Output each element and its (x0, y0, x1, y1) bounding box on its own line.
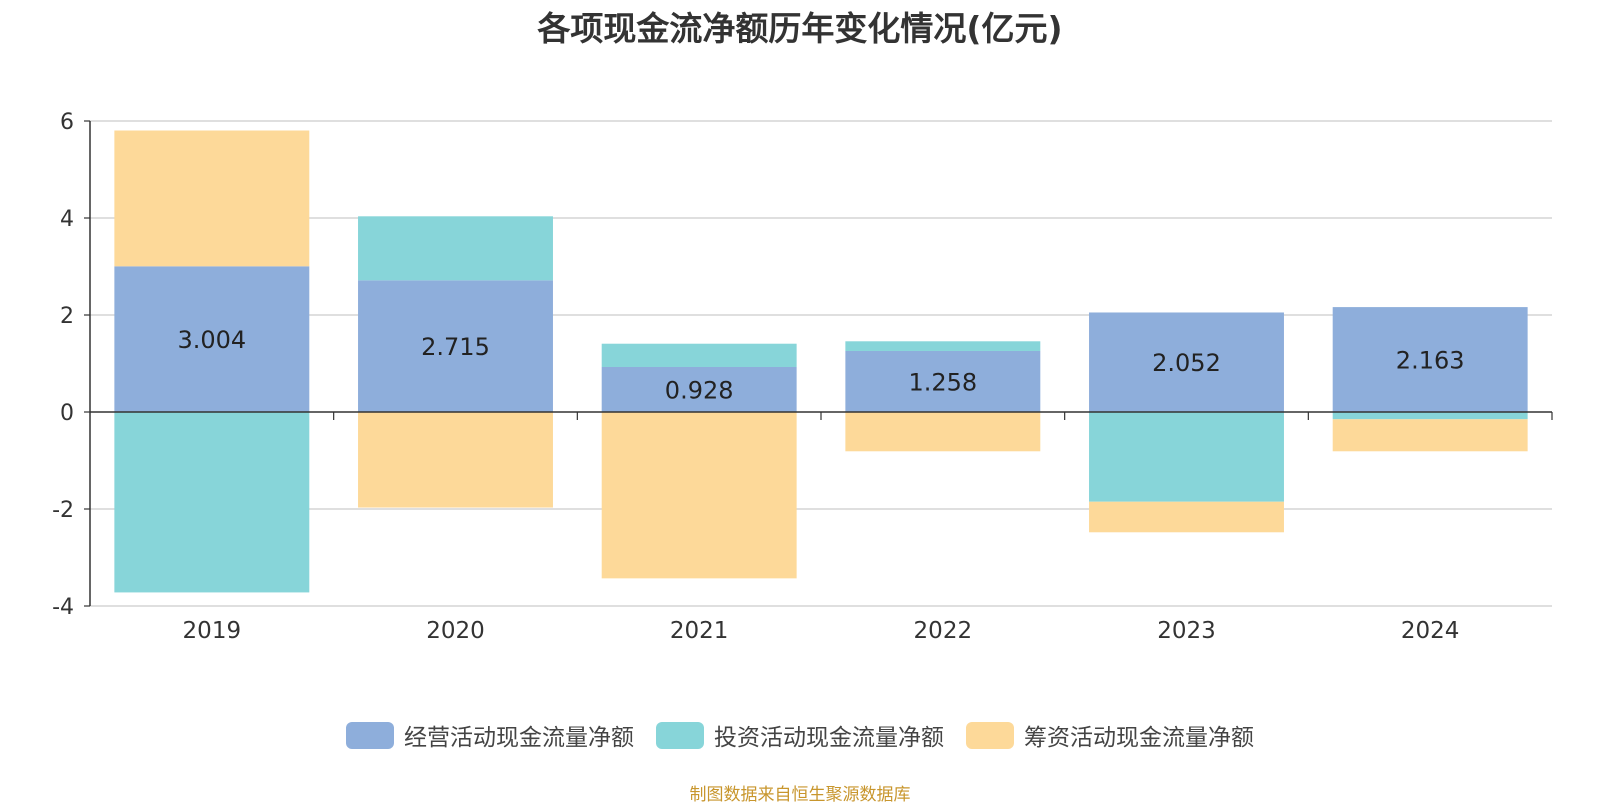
bar-2021-series-2 (601, 412, 797, 579)
data-label-2022: 1.258 (908, 368, 977, 396)
bar-2022-series-1 (845, 341, 1041, 351)
legend-swatch (656, 721, 704, 749)
data-label-2019: 3.004 (177, 326, 246, 354)
bar-2022-series-0 (845, 350, 1041, 412)
bar-2024-series-2 (1332, 419, 1528, 452)
data-label-2020: 2.715 (421, 333, 490, 361)
x-tick-label: 2024 (1401, 618, 1460, 644)
data-labels: 3.004 2.715 0.928 1.258 2.052 2.163 (177, 326, 1464, 404)
stacked-bar-chart: 3.004 2.715 0.928 1.258 2.052 2.163 -4 -2 0 2 4 6 2… (52, 110, 1553, 644)
grid-lines (90, 120, 1552, 607)
bar-2021-series-1 (601, 343, 797, 367)
bar-2024-series-1 (1332, 412, 1528, 420)
x-tick-label: 2022 (914, 618, 973, 644)
y-tick-label: 2 (60, 304, 74, 329)
legend-label: 投资活动现金流量净额 (714, 725, 944, 751)
x-tick-label: 2023 (1157, 618, 1216, 644)
legend-label: 筹资活动现金流量净额 (1024, 725, 1254, 751)
x-tick-label: 2020 (426, 618, 485, 644)
bar-2020-series-1 (358, 216, 553, 281)
axes: -4 -2 0 2 4 6 2019 2020 2021 2022 2023 2024 (52, 110, 1553, 644)
data-label-2021: 0.928 (665, 376, 734, 404)
legend-swatch (966, 721, 1014, 749)
y-tick-label: 0 (60, 401, 74, 426)
bar-2022-series-2 (845, 412, 1041, 452)
x-tick-label: 2021 (670, 618, 729, 644)
legend-item-0[interactable]: 经营活动现金流量净额 (346, 718, 634, 752)
x-tick-label: 2019 (183, 618, 242, 644)
bar-2024-series-0 (1332, 307, 1528, 412)
legend: 经营活动现金流量净额 投资活动现金流量净额 筹资活动现金流量净额 (0, 718, 1600, 752)
y-tick-label: -2 (52, 498, 74, 523)
legend-item-2[interactable]: 筹资活动现金流量净额 (966, 718, 1254, 752)
bar-2019-series-1 (114, 412, 310, 593)
y-tick-label: -4 (52, 595, 74, 620)
y-tick-label: 6 (60, 110, 74, 135)
bar-2020-series-0 (358, 280, 553, 412)
bar-2023-series-2 (1089, 501, 1284, 533)
bar-2019-series-2 (114, 130, 310, 267)
data-label-2023: 2.052 (1152, 349, 1221, 377)
legend-item-1[interactable]: 投资活动现金流量净额 (656, 718, 944, 752)
bar-2020-series-2 (358, 412, 553, 508)
legend-label: 经营活动现金流量净额 (404, 725, 634, 751)
bar-2023-series-1 (1089, 412, 1284, 502)
y-tick-label: 4 (60, 207, 74, 232)
bar-2019-series-0 (114, 266, 310, 412)
chart-title: 各项现金流净额历年变化情况(亿元) (537, 9, 1063, 48)
source-note: 制图数据来自恒生聚源数据库 (689, 785, 911, 805)
legend-swatch (346, 721, 394, 749)
data-label-2024: 2.163 (1396, 347, 1465, 375)
bars (114, 130, 1528, 593)
bar-2023-series-0 (1089, 312, 1284, 412)
bar-2021-series-0 (601, 366, 797, 412)
